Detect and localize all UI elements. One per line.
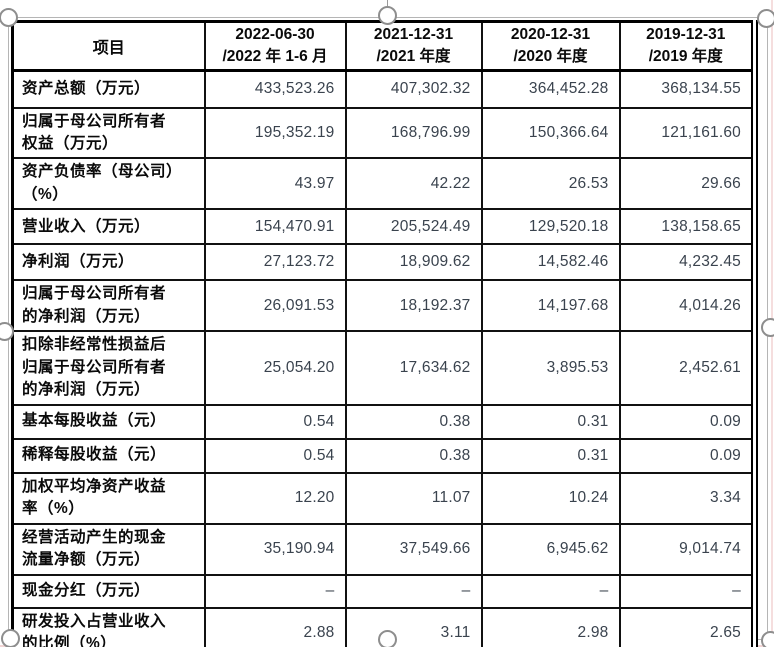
cell-value: – xyxy=(480,573,621,609)
cell-value: 0.31 xyxy=(480,403,621,440)
cell-value: 3.34 xyxy=(618,471,756,525)
cell-value: 3.11 xyxy=(344,606,483,647)
cell-value: – xyxy=(618,573,756,609)
cell-value: 0.38 xyxy=(344,437,483,474)
table-row: 归属于母公司所有者 权益（万元） 195,352.19 168,796.99 1… xyxy=(11,106,756,160)
cell-value: 407,302.32 xyxy=(344,69,483,109)
cell-value: 6,945.62 xyxy=(480,522,621,576)
table-row: 归属于母公司所有者 的净利润（万元） 26,091.53 18,192.37 1… xyxy=(11,279,756,333)
cell-value: 364,452.28 xyxy=(480,69,621,109)
cell-value: 0.54 xyxy=(203,437,347,474)
cell-value: 29.66 xyxy=(618,157,756,211)
cell-value: 9,014.74 xyxy=(618,522,756,576)
row-label: 研发投入占营业收入 的比例（%） xyxy=(11,606,206,647)
row-label: 资产负债率（母公司） （%） xyxy=(11,157,206,211)
column-header-period-3: 2020-12-31 /2020 年度 xyxy=(480,20,621,72)
cell-value: 10.24 xyxy=(480,471,621,525)
row-label: 经营活动产生的现金 流量净额（万元） xyxy=(11,522,206,576)
cell-value: 25,054.20 xyxy=(203,330,347,406)
selection-handle-top-center[interactable] xyxy=(377,5,397,25)
table-row: 加权平均净资产收益 率（%） 12.20 11.07 10.24 3.34 xyxy=(11,471,756,525)
cell-value: 2.65 xyxy=(618,606,756,647)
cell-value: 0.09 xyxy=(618,403,756,440)
row-label: 加权平均净资产收益 率（%） xyxy=(11,471,206,525)
cell-value: 14,197.68 xyxy=(480,279,621,333)
table-row: 资产负债率（母公司） （%） 43.97 42.22 26.53 29.66 xyxy=(11,157,756,211)
column-header-period-4: 2019-12-31 /2019 年度 xyxy=(618,20,756,72)
cell-value: 195,352.19 xyxy=(203,106,347,160)
row-label: 扣除非经常性损益后 归属于母公司所有者 的净利润（万元） xyxy=(11,330,206,406)
table-row: 扣除非经常性损益后 归属于母公司所有者 的净利润（万元） 25,054.20 1… xyxy=(11,330,756,406)
cell-value: 0.31 xyxy=(480,437,621,474)
table-row: 基本每股收益（元） 0.54 0.38 0.31 0.09 xyxy=(11,403,756,440)
selection-handle-top-right[interactable] xyxy=(756,8,774,28)
row-label: 净利润（万元） xyxy=(11,243,206,282)
cell-value: 129,520.18 xyxy=(480,208,621,246)
cell-value: 17,634.62 xyxy=(344,330,483,406)
cell-value: 168,796.99 xyxy=(344,106,483,160)
cell-value: 2.98 xyxy=(480,606,621,647)
cell-value: 18,909.62 xyxy=(344,243,483,282)
rotation-handle-stem xyxy=(387,0,388,9)
cell-value: 42.22 xyxy=(344,157,483,211)
cell-value: 4,014.26 xyxy=(618,279,756,333)
cell-value: 35,190.94 xyxy=(203,522,347,576)
row-label: 现金分红（万元） xyxy=(11,573,206,609)
row-label: 基本每股收益（元） xyxy=(11,403,206,440)
selection-handle-bottom-left[interactable] xyxy=(0,628,20,647)
cell-value: – xyxy=(203,573,347,609)
column-header-period-2: 2021-12-31 /2021 年度 xyxy=(344,20,483,72)
cell-value: 150,366.64 xyxy=(480,106,621,160)
cell-value: 27,123.72 xyxy=(203,243,347,282)
header-row: 项目 2022-06-30 /2022 年 1-6 月 2021-12-31 /… xyxy=(11,20,756,72)
cell-value: 154,470.91 xyxy=(203,208,347,246)
column-header-item: 项目 xyxy=(11,20,206,72)
selection-handle-middle-left[interactable] xyxy=(0,321,14,341)
cell-value: 368,134.55 xyxy=(618,69,756,109)
cell-value: 18,192.37 xyxy=(344,279,483,333)
row-label: 归属于母公司所有者 权益（万元） xyxy=(11,106,206,160)
table-row: 净利润（万元） 27,123.72 18,909.62 14,582.46 4,… xyxy=(11,243,756,282)
selection-handle-top-left[interactable] xyxy=(0,7,18,27)
column-header-period-1: 2022-06-30 /2022 年 1-6 月 xyxy=(203,20,347,72)
selection-handle-middle-right[interactable] xyxy=(760,317,774,337)
cell-value: 0.38 xyxy=(344,403,483,440)
cell-value: 0.09 xyxy=(618,437,756,474)
cell-value: 2,452.61 xyxy=(618,330,756,406)
cell-value: 138,158.65 xyxy=(618,208,756,246)
selection-handle-bottom-right[interactable] xyxy=(760,630,774,647)
financial-summary-table[interactable]: 项目 2022-06-30 /2022 年 1-6 月 2021-12-31 /… xyxy=(11,20,758,647)
cell-value: 43.97 xyxy=(203,157,347,211)
row-label: 归属于母公司所有者 的净利润（万元） xyxy=(11,279,206,333)
cell-value: 37,549.66 xyxy=(344,522,483,576)
cell-value: 26,091.53 xyxy=(203,279,347,333)
row-label: 稀释每股收益（元） xyxy=(11,437,206,474)
cell-value: 26.53 xyxy=(480,157,621,211)
cell-value: 4,232.45 xyxy=(618,243,756,282)
row-label: 资产总额（万元） xyxy=(11,69,206,109)
cell-value: 433,523.26 xyxy=(203,69,347,109)
cell-value: 0.54 xyxy=(203,403,347,440)
cell-value: 2.88 xyxy=(203,606,347,647)
selection-handle-bottom-center[interactable] xyxy=(377,629,397,647)
row-label: 营业收入（万元） xyxy=(11,208,206,246)
cell-value: – xyxy=(344,573,483,609)
cell-value: 121,161.60 xyxy=(618,106,756,160)
cell-value: 3,895.53 xyxy=(480,330,621,406)
table-row: 稀释每股收益（元） 0.54 0.38 0.31 0.09 xyxy=(11,437,756,474)
cell-value: 205,524.49 xyxy=(344,208,483,246)
table-row: 营业收入（万元） 154,470.91 205,524.49 129,520.1… xyxy=(11,208,756,246)
cell-value: 12.20 xyxy=(203,471,347,525)
table-row: 现金分红（万元） – – – – xyxy=(11,573,756,609)
table-row: 研发投入占营业收入 的比例（%） 2.88 3.11 2.98 2.65 xyxy=(11,606,756,647)
table-row: 经营活动产生的现金 流量净额（万元） 35,190.94 37,549.66 6… xyxy=(11,522,756,576)
cell-value: 14,582.46 xyxy=(480,243,621,282)
table-row: 资产总额（万元） 433,523.26 407,302.32 364,452.2… xyxy=(11,69,756,109)
cell-value: 11.07 xyxy=(344,471,483,525)
